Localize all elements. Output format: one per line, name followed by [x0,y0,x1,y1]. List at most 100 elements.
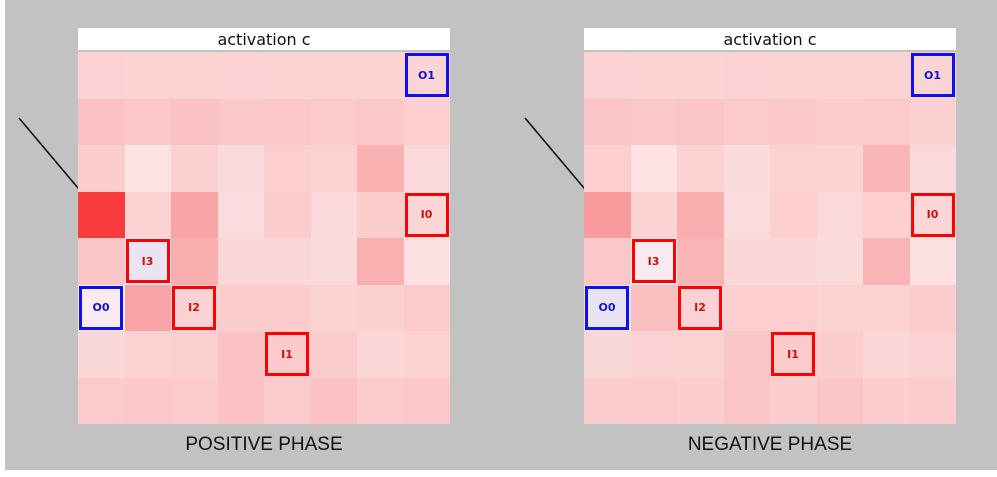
heatmap-cell [630,377,677,424]
heatmap-cell [264,284,311,331]
heatmap-cell [124,98,171,145]
heatmap-cell [723,145,770,192]
heatmap-cell [630,52,677,99]
heatmap-cell [816,191,863,238]
heatmap-cell [171,191,218,238]
output-unit-box: O0 [585,285,629,330]
heatmap-cell [310,191,357,238]
heatmap-cell [403,52,450,99]
input-unit-box: I3 [631,239,676,283]
heatmap-cell [310,238,357,285]
heatmap-cell [584,98,631,145]
heatmap-cell [863,98,910,145]
positive-phase-panel: activation c O1 I0 I3 O0 I2 I1 [78,28,450,424]
output-unit-box: O1 [404,53,449,97]
heatmap-cell [630,98,677,145]
heatmap-cell [403,377,450,424]
heatmap-cell [677,191,724,238]
heatmap-cell [217,98,264,145]
heatmap-cell [78,145,125,192]
heatmap-cell [863,191,910,238]
heatmap-cell [723,98,770,145]
heatmap-cell [171,377,218,424]
heatmap-cell [863,238,910,285]
heatmap-cell [723,377,770,424]
activation-heatmap: O1 I0 I3 O0 I2 I1 [584,52,956,424]
heatmap-cell [403,331,450,378]
heatmap-cell [723,284,770,331]
heatmap-cell [124,284,171,331]
heatmap-cell [816,145,863,192]
phase-label: POSITIVE PHASE [185,434,343,455]
heatmap-cell [217,191,264,238]
heatmap-cell [584,191,631,238]
heatmap-cell [909,284,956,331]
heatmap-cell [124,191,171,238]
heatmap-cell [723,331,770,378]
activation-heatmap: O1 I0 I3 O0 I2 I1 [78,52,450,424]
heatmap-cell [124,52,171,99]
heatmap-cell [217,284,264,331]
panel-title: activation c [78,28,450,50]
heatmap-cell [816,52,863,99]
heatmap-cell [723,52,770,99]
heatmap-cell [310,98,357,145]
heatmap-cell [357,145,404,192]
heatmap-cell [677,52,724,99]
heatmap-cell [171,98,218,145]
heatmap-cell [124,377,171,424]
heatmap-cell [264,331,311,378]
heatmap-cell [264,191,311,238]
panel-title: activation c [584,28,956,50]
heatmap-cell [816,284,863,331]
heatmap-cell [909,98,956,145]
figure-background: activation c O1 I0 I3 O0 I2 I1 POSITIVE PHASE… [5,0,997,470]
input-unit-box: I3 [125,239,170,283]
heatmap-cell [909,238,956,285]
heatmap-cell [403,191,450,238]
heatmap-cell [171,331,218,378]
heatmap-cell [909,191,956,238]
input-unit-box: I1 [771,332,815,376]
heatmap-cell [264,145,311,192]
heatmap-cell [357,284,404,331]
heatmap-cell [770,98,817,145]
heatmap-cell [357,98,404,145]
heatmap-cell [217,331,264,378]
output-unit-box: O1 [910,53,955,97]
heatmap-cell [357,191,404,238]
heatmap-cell [677,98,724,145]
heatmap-cell [78,98,125,145]
heatmap-cell [78,52,125,99]
heatmap-cell [264,377,311,424]
heatmap-cell [124,145,171,192]
phase-label: NEGATIVE PHASE [687,434,853,455]
input-unit-box: I2 [678,285,722,330]
heatmap-cell [310,145,357,192]
heatmap-cell [863,145,910,192]
heatmap-cell [264,238,311,285]
heatmap-cell [816,238,863,285]
heatmap-cell [584,377,631,424]
heatmap-cell [310,331,357,378]
heatmap-cell [863,331,910,378]
heatmap-cell [78,191,125,238]
heatmap-cell [909,377,956,424]
heatmap-cell [264,98,311,145]
heatmap-cell [909,145,956,192]
heatmap-cell [863,377,910,424]
heatmap-cell [217,238,264,285]
heatmap-cell [217,145,264,192]
heatmap-cell [909,331,956,378]
heatmap-cell [770,145,817,192]
heatmap-cell [403,238,450,285]
heatmap-cell [770,377,817,424]
heatmap-cell [630,145,677,192]
heatmap-cell [403,145,450,192]
negative-phase-panel: activation c O1 I0 I3 O0 I2 I1 [584,28,956,424]
heatmap-cell [630,238,677,285]
heatmap-cell [770,331,817,378]
heatmap-cell [310,377,357,424]
heatmap-cell [723,191,770,238]
heatmap-cell [217,377,264,424]
